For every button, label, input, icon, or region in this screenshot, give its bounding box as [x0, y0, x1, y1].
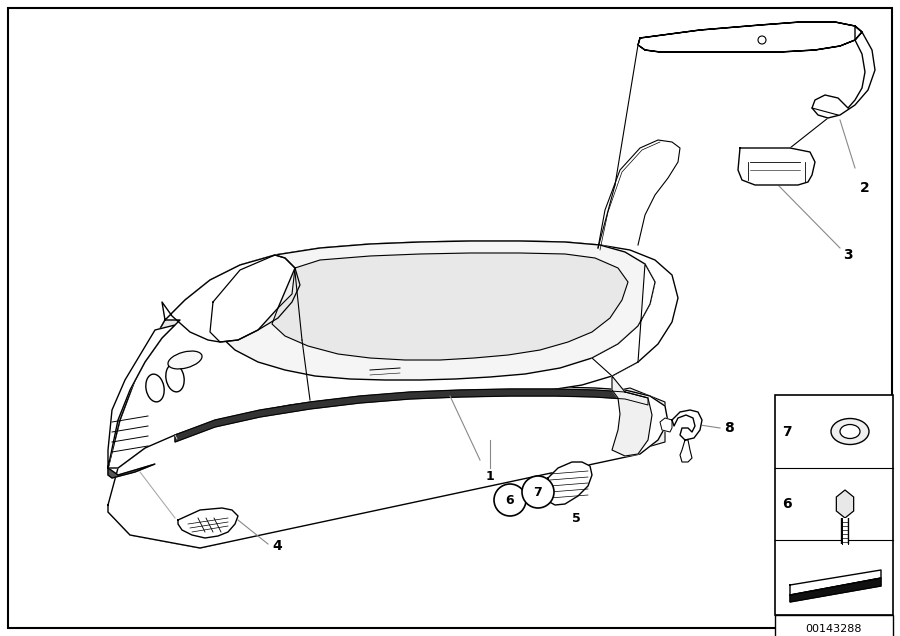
Text: 8: 8 — [724, 421, 733, 435]
Polygon shape — [162, 255, 295, 342]
Bar — [775, 615, 893, 636]
Polygon shape — [108, 387, 668, 548]
Polygon shape — [210, 255, 300, 342]
Text: 7: 7 — [782, 424, 792, 438]
Text: 2: 2 — [860, 181, 869, 195]
Polygon shape — [672, 410, 702, 440]
Ellipse shape — [831, 418, 869, 445]
Text: 6: 6 — [506, 494, 514, 506]
Circle shape — [494, 484, 526, 516]
Polygon shape — [638, 22, 862, 52]
Ellipse shape — [840, 424, 860, 438]
Ellipse shape — [168, 351, 202, 369]
Text: 00143288: 00143288 — [806, 624, 862, 634]
Text: 3: 3 — [843, 248, 852, 262]
Polygon shape — [592, 264, 655, 376]
Polygon shape — [812, 26, 875, 118]
Text: 7: 7 — [534, 485, 543, 499]
Polygon shape — [790, 570, 881, 595]
Text: 4: 4 — [272, 539, 282, 553]
Polygon shape — [836, 490, 854, 518]
Circle shape — [758, 36, 766, 44]
Text: 5: 5 — [572, 511, 580, 525]
Polygon shape — [790, 578, 881, 602]
Text: 6: 6 — [782, 497, 792, 511]
Polygon shape — [612, 376, 652, 456]
Circle shape — [522, 476, 554, 508]
Polygon shape — [108, 464, 155, 478]
Polygon shape — [108, 241, 678, 468]
Polygon shape — [178, 508, 238, 538]
Polygon shape — [210, 241, 655, 380]
Polygon shape — [660, 418, 672, 432]
Bar — [775, 395, 893, 615]
Polygon shape — [272, 253, 628, 360]
Polygon shape — [680, 440, 692, 462]
Polygon shape — [108, 388, 665, 548]
Text: 1: 1 — [486, 469, 494, 483]
Polygon shape — [108, 325, 175, 468]
Ellipse shape — [146, 374, 164, 402]
Polygon shape — [108, 320, 180, 468]
Polygon shape — [544, 462, 592, 505]
Ellipse shape — [166, 364, 184, 392]
Polygon shape — [175, 389, 648, 442]
Polygon shape — [738, 148, 815, 185]
